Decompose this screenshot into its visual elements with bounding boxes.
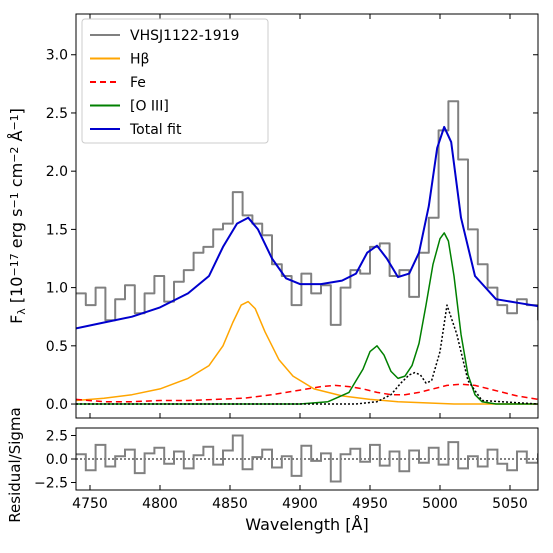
residual-y-tick-label: −2.5: [34, 475, 68, 491]
legend-label: [O III]: [130, 99, 169, 115]
x-axis-label: Wavelength [Å]: [245, 515, 368, 534]
main-panel: 0.0 0.5 1.0 1.5 2.0 2.5 3.0 VHSJ1122-1919 Hβ Fe […: [46, 13, 539, 419]
legend-label: VHSJ1122-1919: [130, 28, 239, 44]
main-y-tick-label: 2.0: [46, 164, 68, 180]
residual-panel: 2.5 0.0 −2.5 4750 4800 4850 4900 4950 5000 5050: [34, 427, 539, 512]
legend-box: [81, 18, 269, 144]
residual-x-tick-label: 4850: [212, 496, 248, 512]
series-h: [76, 300, 538, 405]
residual-y-ticks: 2.5 0.0 −2.5: [34, 429, 76, 491]
main-x-ticks: [89, 14, 511, 418]
legend-label: Hβ: [130, 52, 149, 68]
residual-x-tick-label: 4950: [352, 496, 388, 512]
series-o-iii: [76, 232, 538, 405]
residual-x-ticks: 4750 4800 4850 4900 4950 5000 5050: [72, 485, 528, 512]
legend: VHSJ1122-1919 Hβ Fe [O III] Total fit: [81, 18, 269, 144]
residual-series-group: [76, 434, 538, 483]
residual-y-tick-label: 2.5: [46, 429, 68, 445]
main-axes-frame: [75, 13, 539, 419]
main-series-group: [76, 100, 538, 405]
series-fe: [76, 383, 538, 403]
residual-x-tick-label: 4800: [142, 496, 178, 512]
residual-y-tick-label: 0.0: [46, 452, 68, 468]
series-residual: [76, 434, 538, 483]
residual-x-tick-label: 5000: [422, 496, 458, 512]
residual-x-tick-label: 4750: [72, 496, 108, 512]
main-y-tick-label: 1.5: [46, 222, 68, 238]
residual-x-tick-label: 5050: [492, 496, 528, 512]
residual-y-axis-label: Residual/Sigma: [6, 407, 24, 522]
series-total-fit: [76, 125, 538, 330]
legend-label: Total fit: [129, 122, 182, 138]
main-y-tick-label: 0.0: [46, 397, 68, 413]
main-y-axis-label: Fλ [10−17 erg s−1 cm−2 Å−1]: [7, 108, 28, 324]
legend-label: Fe: [130, 75, 146, 91]
main-y-tick-label: 0.5: [46, 339, 68, 355]
main-y-tick-label: 3.0: [46, 48, 68, 64]
residual-x-tick-label: 4900: [282, 496, 318, 512]
main-y-tick-label: 1.0: [46, 281, 68, 297]
series-vhsj1122-1919: [76, 100, 538, 326]
main-y-ticks: 0.0 0.5 1.0 1.5 2.0 2.5 3.0: [46, 48, 538, 413]
main-y-tick-label: 2.5: [46, 106, 68, 122]
